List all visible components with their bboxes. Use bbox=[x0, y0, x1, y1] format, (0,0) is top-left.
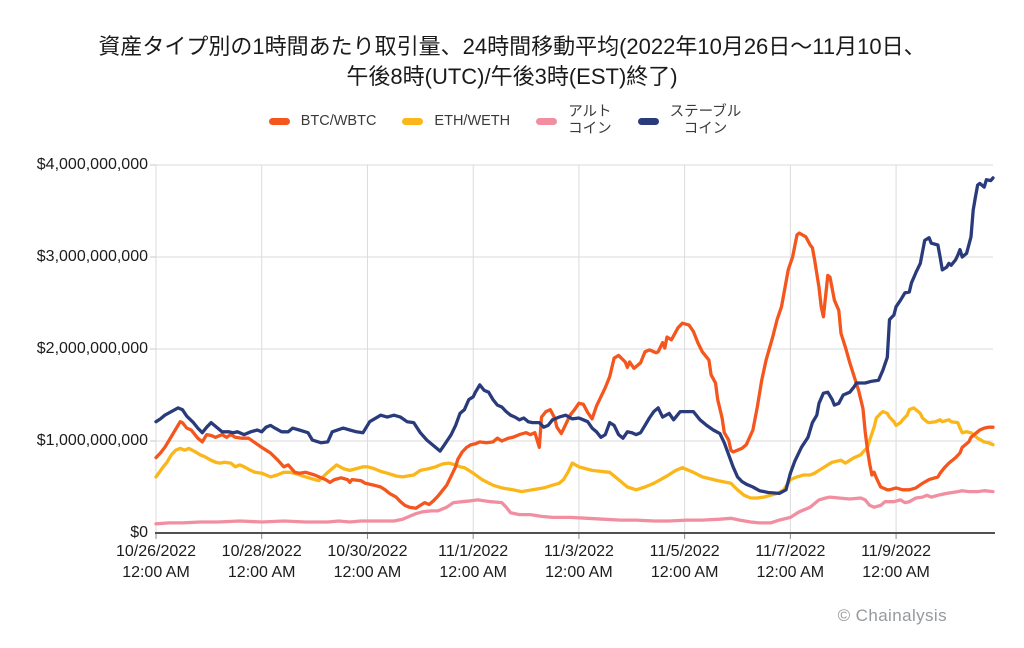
legend-item-stablecoin[interactable]: ステーブル コイン bbox=[637, 104, 742, 138]
chainalysis-watermark: © Chainalysis bbox=[837, 606, 947, 625]
stablecoin-swatch-icon bbox=[637, 117, 659, 125]
btc-wbtc-swatch-icon bbox=[268, 117, 290, 125]
x-axis-label: 11/5/2022 12:00 AM bbox=[649, 543, 720, 581]
y-axis-label: $4,000,000,000 bbox=[36, 156, 148, 173]
x-axis-label: 10/28/2022 12:00 AM bbox=[221, 543, 302, 581]
series-line-3 bbox=[154, 176, 995, 496]
legend-label-btc-wbtc: BTC/WBTC bbox=[300, 112, 377, 129]
legend-item-altcoin[interactable]: アルト コイン bbox=[536, 104, 612, 138]
chart-title: 資産タイプ別の1時間あたり取引量、24時間移動平均(2022年10月26日〜11… bbox=[0, 32, 1024, 92]
legend-label-eth-weth: ETH/WETH bbox=[434, 112, 511, 129]
legend-label-stablecoin: ステーブル コイン bbox=[669, 104, 742, 137]
x-axis-label: 11/9/2022 12:00 AM bbox=[861, 543, 932, 581]
eth-weth-swatch-icon bbox=[402, 117, 424, 125]
series-line-0 bbox=[154, 231, 995, 510]
x-axis-label: 11/1/2022 12:00 AM bbox=[438, 543, 509, 581]
chart-legend: BTC/WBTC ETH/WETH アルト コイン ステーブル コイン bbox=[0, 104, 1010, 138]
x-axis-label: 11/3/2022 12:00 AM bbox=[543, 543, 614, 581]
chart-title-line1: 資産タイプ別の1時間あたり取引量、24時間移動平均(2022年10月26日〜11… bbox=[98, 34, 926, 59]
x-axis-label: 10/26/2022 12:00 AM bbox=[115, 543, 197, 581]
chart-title-line2: 午後8時(UTC)/午後3時(EST)終了) bbox=[346, 64, 678, 89]
altcoin-swatch-icon bbox=[536, 117, 558, 125]
series-line-2 bbox=[154, 489, 995, 526]
x-axis-label: 10/30/2022 12:00 AM bbox=[327, 543, 408, 581]
legend-label-altcoin: アルト コイン bbox=[568, 104, 612, 137]
y-axis-label: $0 bbox=[130, 524, 148, 541]
y-axis-label: $2,000,000,000 bbox=[36, 340, 148, 357]
legend-item-btc-wbtc[interactable]: BTC/WBTC bbox=[268, 112, 377, 130]
series-line-1 bbox=[154, 406, 995, 500]
x-axis-label: 11/7/2022 12:00 AM bbox=[755, 543, 826, 581]
y-axis-label: $1,000,000,000 bbox=[36, 432, 148, 449]
y-axis-label: $3,000,000,000 bbox=[36, 248, 148, 265]
legend-item-eth-weth[interactable]: ETH/WETH bbox=[402, 113, 510, 130]
